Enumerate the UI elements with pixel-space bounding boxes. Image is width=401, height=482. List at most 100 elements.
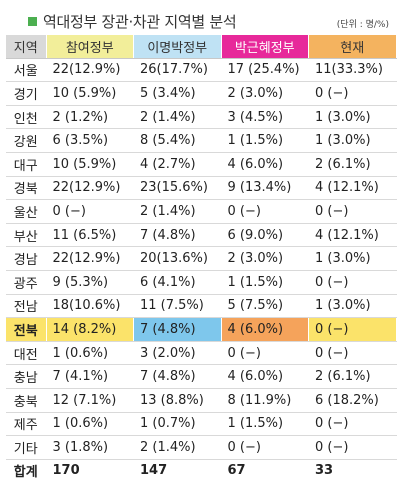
table-row: 대구 10 (5.9%) 4 (2.7%) 4 (6.0%) 2 (6.1%)	[6, 152, 397, 177]
value-cell: 7 (4.8%)	[133, 223, 222, 248]
region-cell: 충남	[6, 364, 47, 389]
value-cell: 10 (5.9%)	[46, 81, 134, 106]
value-cell: 0 (−)	[308, 435, 397, 460]
table-row: 울산 0 (−) 2 (1.4%) 0 (−) 0 (−)	[6, 199, 397, 224]
region-cell: 대구	[6, 152, 47, 177]
value-cell: 5 (3.4%)	[133, 81, 222, 106]
value-cell: 5 (7.5%)	[221, 294, 309, 319]
value-cell: 3 (2.0%)	[133, 341, 222, 366]
total-value: 33	[308, 459, 397, 482]
value-cell: 7 (4.1%)	[46, 364, 134, 389]
value-cell: 7 (4.8%)	[133, 317, 222, 342]
header-col4: 현재	[308, 35, 397, 59]
unit-label: (단위 : 명/%)	[336, 20, 389, 30]
value-cell: 0 (−)	[308, 199, 397, 224]
value-cell: 13 (8.8%)	[133, 388, 222, 413]
value-cell: 1 (0.6%)	[46, 412, 134, 437]
value-cell: 4 (12.1%)	[308, 176, 397, 201]
value-cell: 11 (7.5%)	[133, 294, 222, 319]
value-cell: 6 (4.1%)	[133, 270, 222, 295]
region-cell: 서울	[6, 58, 47, 83]
value-cell: 1 (3.0%)	[308, 294, 397, 319]
value-cell: 26(17.7%)	[133, 58, 222, 83]
value-cell: 0 (−)	[308, 317, 397, 342]
value-cell: 12 (7.1%)	[46, 388, 134, 413]
table-row: 광주 9 (5.3%) 6 (4.1%) 1 (1.5%) 0 (−)	[6, 270, 397, 295]
value-cell: 3 (1.8%)	[46, 435, 134, 460]
value-cell: 0 (−)	[221, 341, 309, 366]
value-cell: 4 (6.0%)	[221, 317, 309, 342]
value-cell: 0 (−)	[308, 341, 397, 366]
header-col3: 박근혜정부	[221, 35, 309, 59]
value-cell: 11 (6.5%)	[46, 223, 134, 248]
value-cell: 4 (2.7%)	[133, 152, 222, 177]
region-cell: 경남	[6, 246, 47, 271]
total-value: 170	[46, 459, 134, 482]
table-row: 강원 6 (3.5%) 8 (5.4%) 1 (1.5%) 1 (3.0%)	[6, 128, 397, 153]
table-row: 경북 22(12.9%) 23(15.6%) 9 (13.4%) 4 (12.1%)	[6, 176, 397, 201]
value-cell: 0 (−)	[221, 199, 309, 224]
value-cell: 2 (1.4%)	[133, 435, 222, 460]
value-cell: 20(13.6%)	[133, 246, 222, 271]
table-row: 충남 7 (4.1%) 7 (4.8%) 4 (6.0%) 2 (6.1%)	[6, 364, 397, 389]
table-row: 경남 22(12.9%) 20(13.6%) 2 (3.0%) 1 (3.0%)	[6, 246, 397, 271]
value-cell: 1 (3.0%)	[308, 128, 397, 153]
total-value: 147	[133, 459, 222, 482]
value-cell: 1 (0.7%)	[133, 412, 222, 437]
value-cell: 11(33.3%)	[308, 58, 397, 83]
value-cell: 2 (3.0%)	[221, 246, 309, 271]
value-cell: 2 (3.0%)	[221, 81, 309, 106]
value-cell: 0 (−)	[308, 81, 397, 106]
value-cell: 9 (13.4%)	[221, 176, 309, 201]
value-cell: 9 (5.3%)	[46, 270, 134, 295]
table-row: 경기 10 (5.9%) 5 (3.4%) 2 (3.0%) 0 (−)	[6, 81, 397, 106]
table-body: 서울 22(12.9%) 26(17.7%) 17 (25.4%) 11(33.3%) 경…	[6, 58, 397, 482]
region-cell: 전북	[6, 317, 47, 342]
value-cell: 17 (25.4%)	[221, 58, 309, 83]
region-cell: 전남	[6, 294, 47, 319]
title-square-icon	[28, 16, 37, 26]
table-row: 제주 1 (0.6%) 1 (0.7%) 1 (1.5%) 0 (−)	[6, 412, 397, 437]
value-cell: 1 (3.0%)	[308, 105, 397, 130]
value-cell: 10 (5.9%)	[46, 152, 134, 177]
value-cell: 0 (−)	[46, 199, 134, 224]
value-cell: 1 (3.0%)	[308, 246, 397, 271]
value-cell: 2 (1.4%)	[133, 199, 222, 224]
header-row: 지역 참여정부 이명박정부 박근혜정부 현재	[6, 35, 397, 59]
table-row: 전남 18(10.6%) 11 (7.5%) 5 (7.5%) 1 (3.0%)	[6, 294, 397, 319]
value-cell: 3 (4.5%)	[221, 105, 309, 130]
header-region: 지역	[6, 35, 47, 59]
header-col2: 이명박정부	[133, 35, 222, 59]
value-cell: 0 (−)	[308, 412, 397, 437]
title-text: 역대정부 장관·차관 지역별 분석	[43, 12, 237, 31]
region-cell: 기타	[6, 435, 47, 460]
value-cell: 6 (9.0%)	[221, 223, 309, 248]
value-cell: 23(15.6%)	[133, 176, 222, 201]
region-cell: 부산	[6, 223, 47, 248]
chart-title: 역대정부 장관·차관 지역별 분석	[28, 11, 237, 31]
value-cell: 2 (1.2%)	[46, 105, 134, 130]
region-table: 지역 참여정부 이명박정부 박근혜정부 현재 서울 22(12.9%) 26(17.…	[6, 35, 397, 482]
value-cell: 0 (−)	[221, 435, 309, 460]
region-cell: 대전	[6, 341, 47, 366]
value-cell: 22(12.9%)	[46, 176, 134, 201]
value-cell: 2 (6.1%)	[308, 152, 397, 177]
table-row: 인천 2 (1.2%) 2 (1.4%) 3 (4.5%) 1 (3.0%)	[6, 105, 397, 130]
table-row: 충북 12 (7.1%) 13 (8.8%) 8 (11.9%) 6 (18.2%)	[6, 388, 397, 413]
value-cell: 4 (12.1%)	[308, 223, 397, 248]
value-cell: 14 (8.2%)	[46, 317, 134, 342]
value-cell: 8 (11.9%)	[221, 388, 309, 413]
total-row: 합계 170 147 67 33	[6, 459, 397, 482]
value-cell: 2 (6.1%)	[308, 364, 397, 389]
value-cell: 1 (1.5%)	[221, 270, 309, 295]
value-cell: 4 (6.0%)	[221, 364, 309, 389]
region-cell: 충북	[6, 388, 47, 413]
region-cell: 울산	[6, 199, 47, 224]
region-cell: 강원	[6, 128, 47, 153]
value-cell: 18(10.6%)	[46, 294, 134, 319]
value-cell: 2 (1.4%)	[133, 105, 222, 130]
value-cell: 22(12.9%)	[46, 58, 134, 83]
value-cell: 4 (6.0%)	[221, 152, 309, 177]
table-row: 부산 11 (6.5%) 7 (4.8%) 6 (9.0%) 4 (12.1%)	[6, 223, 397, 248]
header-col1: 참여정부	[46, 35, 134, 59]
